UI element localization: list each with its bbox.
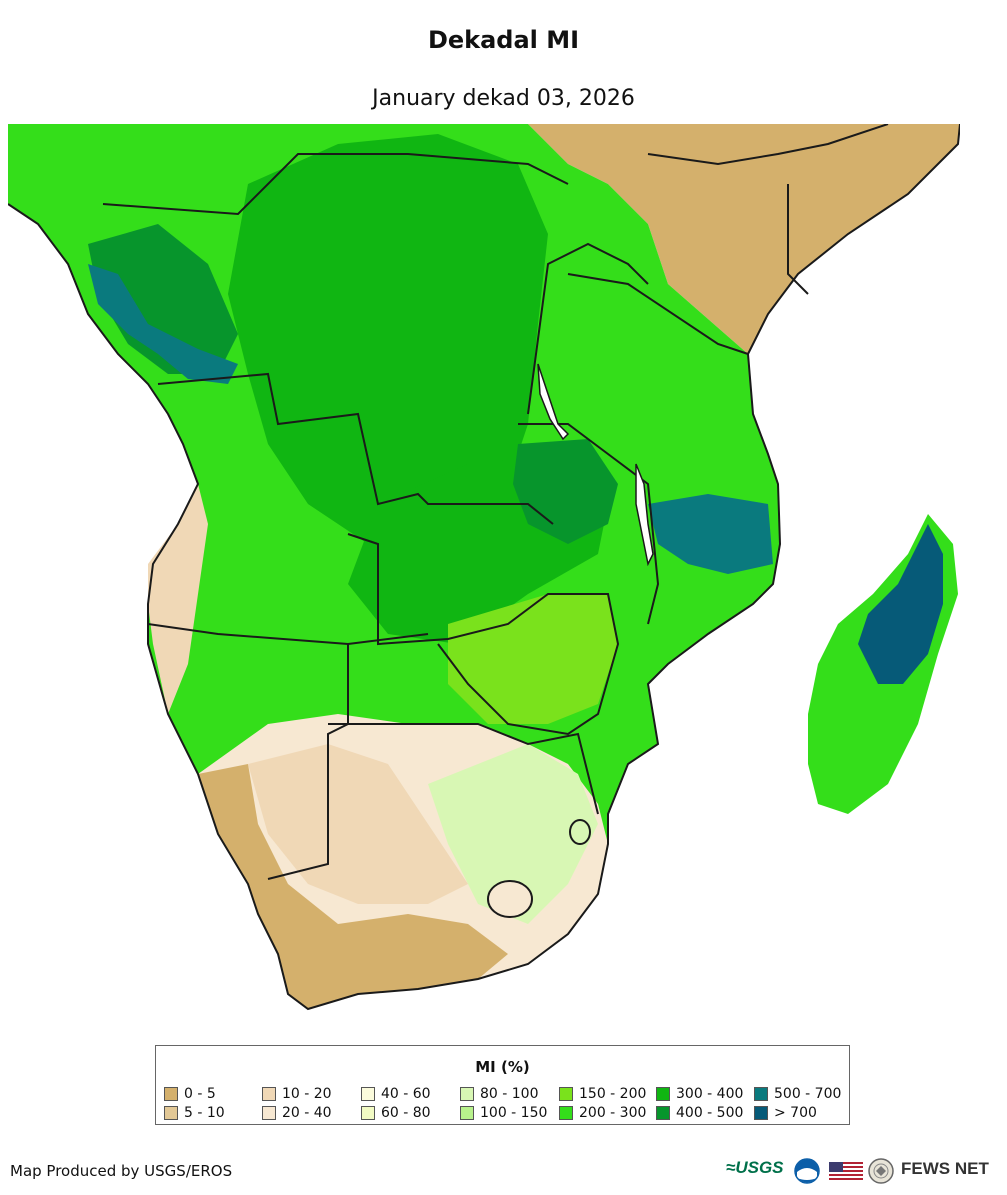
state-dept-seal-icon <box>868 1158 894 1184</box>
legend-item-150-200: 150 - 200 <box>559 1086 646 1102</box>
legend-label: > 700 <box>774 1105 817 1121</box>
legend-swatch <box>656 1087 670 1101</box>
legend-label: 100 - 150 <box>480 1105 548 1121</box>
congo-basin-core <box>228 134 548 544</box>
usgs-logo: ≈USGS <box>726 1158 784 1177</box>
legend-label: 10 - 20 <box>282 1086 332 1102</box>
fews-net-logo: FEWS NET <box>901 1159 989 1178</box>
agency-logos: ≈USGS FEWS NET <box>726 1156 998 1186</box>
gabon-wet-patch <box>88 224 238 374</box>
legend-swatch <box>262 1087 276 1101</box>
legend-swatch <box>460 1087 474 1101</box>
legend-box: MI (%) 0 - 5 5 - 10 10 - 20 20 - 40 40 -… <box>155 1045 850 1125</box>
legend-label: 400 - 500 <box>676 1105 744 1121</box>
legend-swatch <box>754 1106 768 1120</box>
legend-item-0-5: 0 - 5 <box>164 1086 216 1102</box>
legend-swatch <box>656 1106 670 1120</box>
lesotho-border <box>487 880 533 918</box>
moisture-index-map <box>8 124 960 1014</box>
legend-swatch <box>164 1106 178 1120</box>
legend-item-40-60: 40 - 60 <box>361 1086 431 1102</box>
eswatini-border <box>569 819 591 845</box>
legend-label: 5 - 10 <box>184 1105 225 1121</box>
zimbabwe-green <box>448 594 618 724</box>
legend-swatch <box>262 1106 276 1120</box>
legend-item-500-700: 500 - 700 <box>754 1086 841 1102</box>
legend-swatch <box>754 1087 768 1101</box>
legend-label: 20 - 40 <box>282 1105 332 1121</box>
lake-malawi <box>635 463 654 567</box>
malawi-wet-patch <box>513 439 618 544</box>
legend-label: 40 - 60 <box>381 1086 431 1102</box>
legend-label: 300 - 400 <box>676 1086 744 1102</box>
map-title: Dekadal MI <box>427 26 580 54</box>
legend-label: 80 - 100 <box>480 1086 539 1102</box>
east-africa-dry-area <box>528 124 960 354</box>
legend-label: 200 - 300 <box>579 1105 647 1121</box>
coastline <box>8 124 960 1011</box>
legend-item-10-20: 10 - 20 <box>262 1086 332 1102</box>
legend-swatch <box>559 1106 573 1120</box>
southern-light-green <box>428 744 598 924</box>
us-flag-icon <box>829 1162 863 1182</box>
legend-item-100-150: 100 - 150 <box>460 1105 547 1121</box>
legend-label: 60 - 80 <box>381 1105 431 1121</box>
kalahari-transition <box>248 744 468 904</box>
legend-label: 500 - 700 <box>774 1086 842 1102</box>
map-credit: Map Produced by USGS/EROS <box>10 1162 233 1180</box>
legend-item-5-10: 5 - 10 <box>164 1105 225 1121</box>
angola-coast-dry <box>148 484 208 714</box>
map-subtitle: January dekad 03, 2026 <box>372 86 635 111</box>
legend-swatch <box>361 1106 375 1120</box>
mozambique-very-wet-patch <box>648 494 773 574</box>
legend-swatch <box>361 1087 375 1101</box>
legend-item-60-80: 60 - 80 <box>361 1105 431 1121</box>
legend-item-300-400: 300 - 400 <box>656 1086 743 1102</box>
legend-title: MI (%) <box>475 1058 530 1076</box>
coastal-very-wet-patch <box>88 264 238 384</box>
legend-item-400-500: 400 - 500 <box>656 1105 743 1121</box>
madagascar-very-wet <box>858 524 943 684</box>
legend-swatch <box>559 1087 573 1101</box>
legend-item-200-300: 200 - 300 <box>559 1105 646 1121</box>
noaa-logo-icon <box>794 1158 820 1184</box>
legend-label: 0 - 5 <box>184 1086 216 1102</box>
legend-item-80-100: 80 - 100 <box>460 1086 539 1102</box>
legend-swatch <box>460 1106 474 1120</box>
lake-tanganyika <box>537 363 570 441</box>
legend-label: 150 - 200 <box>579 1086 647 1102</box>
legend-item-20-40: 20 - 40 <box>262 1105 332 1121</box>
legend-swatch <box>164 1087 178 1101</box>
legend-item-over-700: > 700 <box>754 1105 817 1121</box>
